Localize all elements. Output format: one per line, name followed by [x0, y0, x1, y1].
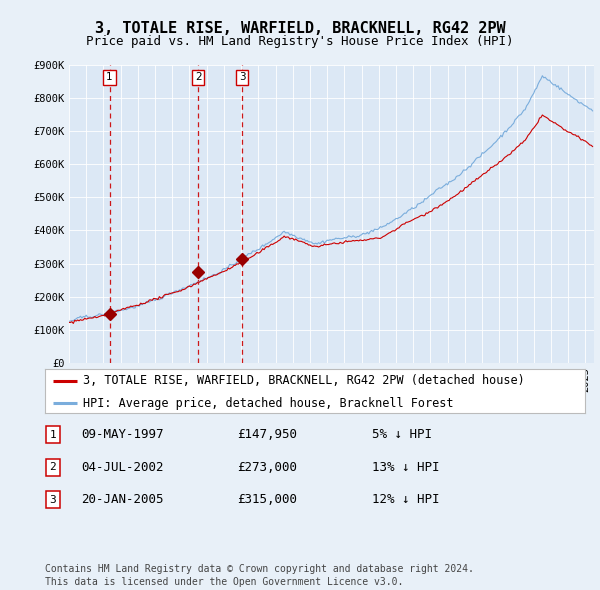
Text: Price paid vs. HM Land Registry's House Price Index (HPI): Price paid vs. HM Land Registry's House … [86, 35, 514, 48]
Text: 3, TOTALE RISE, WARFIELD, BRACKNELL, RG42 2PW (detached house): 3, TOTALE RISE, WARFIELD, BRACKNELL, RG4… [83, 374, 524, 387]
Text: £315,000: £315,000 [237, 493, 297, 506]
Text: 09-MAY-1997: 09-MAY-1997 [81, 428, 163, 441]
Text: 1: 1 [49, 430, 56, 440]
Text: 1: 1 [106, 73, 113, 83]
Text: 3: 3 [239, 73, 245, 83]
Text: 2: 2 [195, 73, 202, 83]
Text: Contains HM Land Registry data © Crown copyright and database right 2024.
This d: Contains HM Land Registry data © Crown c… [45, 564, 474, 587]
Text: HPI: Average price, detached house, Bracknell Forest: HPI: Average price, detached house, Brac… [83, 396, 454, 410]
Text: 13% ↓ HPI: 13% ↓ HPI [372, 461, 439, 474]
Text: 12% ↓ HPI: 12% ↓ HPI [372, 493, 439, 506]
Text: £273,000: £273,000 [237, 461, 297, 474]
Text: 3, TOTALE RISE, WARFIELD, BRACKNELL, RG42 2PW: 3, TOTALE RISE, WARFIELD, BRACKNELL, RG4… [95, 21, 505, 35]
Text: 04-JUL-2002: 04-JUL-2002 [81, 461, 163, 474]
Text: 20-JAN-2005: 20-JAN-2005 [81, 493, 163, 506]
Text: £147,950: £147,950 [237, 428, 297, 441]
Text: 3: 3 [49, 495, 56, 504]
Text: 2: 2 [49, 463, 56, 472]
Text: 5% ↓ HPI: 5% ↓ HPI [372, 428, 432, 441]
